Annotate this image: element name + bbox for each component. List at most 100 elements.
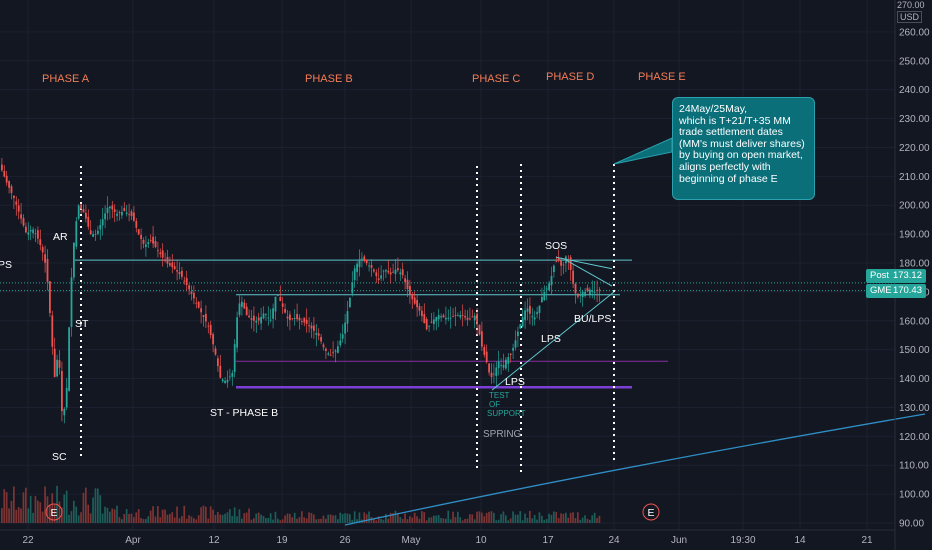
volume-bar bbox=[514, 514, 517, 523]
candle-body bbox=[296, 313, 298, 320]
volume-bar bbox=[317, 519, 320, 523]
volume-bar bbox=[457, 511, 459, 523]
candle-body bbox=[29, 230, 32, 232]
volume-bar bbox=[226, 512, 229, 523]
settlement-callout: 24May/25May, which is T+21/T+35 MM trade… bbox=[672, 97, 815, 200]
time-axis[interactable]: 22 Apr 12 19 26 May 10 17 24 Jun 19:30 14 21 bbox=[0, 529, 895, 546]
volume-bar bbox=[233, 507, 236, 523]
candle-body bbox=[317, 333, 320, 336]
volume-bar bbox=[85, 487, 87, 523]
candle-body bbox=[221, 379, 224, 382]
volume-bar bbox=[543, 519, 546, 523]
volume-bar bbox=[387, 518, 390, 523]
candle-body bbox=[214, 348, 217, 355]
volume-bar bbox=[466, 518, 469, 523]
event-marker-1[interactable] bbox=[45, 503, 63, 521]
candle-body bbox=[133, 212, 135, 221]
volume-bar bbox=[459, 517, 462, 523]
candle-body bbox=[284, 308, 286, 313]
volume-bar bbox=[308, 512, 310, 523]
candle-body bbox=[373, 269, 375, 272]
candle-body bbox=[572, 270, 574, 284]
volume-bar bbox=[291, 517, 294, 523]
candle-body bbox=[337, 346, 339, 353]
callout-line: which is T+21/T+35 MM bbox=[679, 114, 791, 127]
candle-body bbox=[555, 261, 558, 263]
volume-bar bbox=[183, 505, 186, 523]
event-markers[interactable]: E E bbox=[45, 503, 660, 521]
candle-body bbox=[113, 209, 116, 212]
candle-body bbox=[44, 254, 46, 263]
wedge-top-line bbox=[555, 256, 613, 270]
volume-bar bbox=[320, 518, 322, 523]
event-marker-2[interactable] bbox=[642, 503, 660, 521]
candle-body bbox=[574, 283, 577, 294]
candle-body bbox=[39, 239, 42, 246]
ar-label: AR bbox=[53, 231, 68, 243]
volume-bar bbox=[65, 490, 68, 523]
volume-bar bbox=[428, 517, 430, 523]
candle-body bbox=[423, 314, 426, 324]
phase-d-label: PHASE D bbox=[546, 71, 594, 83]
candle-body bbox=[269, 319, 272, 321]
candle-body bbox=[411, 294, 414, 300]
long-trend-line bbox=[344, 413, 926, 526]
of-label: OF bbox=[489, 400, 500, 409]
volume-bar bbox=[293, 512, 296, 523]
candle-body bbox=[481, 331, 483, 347]
lps-upper-label: LPS bbox=[541, 333, 561, 345]
volume-bar bbox=[509, 518, 512, 523]
price-tick-label: 180.00 bbox=[899, 259, 930, 270]
candle-body bbox=[591, 290, 594, 293]
candle-body bbox=[543, 292, 546, 300]
candle-body bbox=[589, 289, 591, 295]
volume-bar bbox=[92, 497, 94, 523]
volume-bar bbox=[517, 514, 519, 523]
candle-body bbox=[459, 315, 462, 318]
volume-bar bbox=[1, 508, 3, 523]
volume-bar bbox=[209, 506, 212, 523]
candle-body bbox=[507, 357, 510, 364]
price-axis[interactable]: 90.00 100.00 110.00 120.00 130.00 140.00 150.0… bbox=[894, 0, 930, 550]
volume-bar bbox=[471, 514, 474, 523]
volume-bar bbox=[135, 512, 138, 523]
candle-body bbox=[164, 259, 166, 261]
candle-body bbox=[440, 316, 442, 318]
price-tick-label: 140.00 bbox=[899, 374, 930, 385]
volume-bar bbox=[536, 519, 538, 523]
volume-bar bbox=[173, 517, 176, 523]
volume-bar bbox=[435, 515, 438, 523]
candle-body bbox=[149, 239, 152, 241]
volume-bar bbox=[75, 506, 78, 523]
volume-bar bbox=[305, 518, 308, 523]
candle-body bbox=[485, 351, 488, 363]
volume-bar bbox=[257, 512, 260, 523]
candle-body bbox=[267, 317, 270, 319]
candle-body bbox=[51, 315, 54, 347]
volume-bar bbox=[113, 509, 116, 523]
candle-body bbox=[200, 308, 202, 313]
volume-bar bbox=[193, 518, 195, 523]
volume-bar bbox=[329, 514, 332, 523]
volume-bar bbox=[449, 519, 452, 523]
volume-bar bbox=[296, 518, 298, 523]
candle-body bbox=[418, 306, 421, 311]
volume-bar bbox=[5, 492, 8, 523]
candle-body bbox=[238, 303, 241, 315]
volume-bar bbox=[20, 508, 22, 523]
candle-body bbox=[368, 265, 370, 267]
candle-body bbox=[77, 205, 80, 219]
candle-body bbox=[361, 258, 363, 260]
candle-body bbox=[92, 234, 94, 237]
candle-body bbox=[553, 265, 555, 272]
candle-body bbox=[106, 207, 109, 214]
volume-bar bbox=[157, 505, 159, 523]
candle-body bbox=[183, 280, 186, 282]
candle-body bbox=[322, 344, 325, 348]
volume-bar bbox=[97, 488, 99, 523]
candle-body bbox=[140, 234, 142, 240]
volume-bar bbox=[334, 515, 337, 523]
currency-label[interactable]: USD bbox=[897, 11, 923, 23]
volume-bar bbox=[277, 518, 279, 523]
